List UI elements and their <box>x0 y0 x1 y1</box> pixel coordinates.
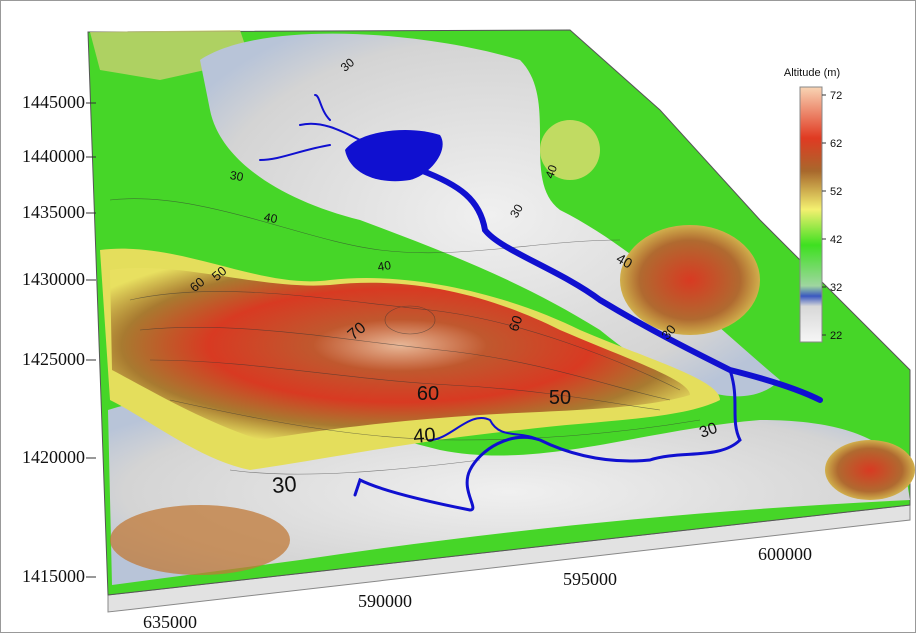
x-axis-label: 590000 <box>358 591 412 611</box>
hill <box>825 440 915 500</box>
contour-label: 30 <box>229 168 245 184</box>
legend-tick-label: 62 <box>830 138 842 150</box>
legend-tick-label: 32 <box>830 282 842 294</box>
terrain-map: Altitude (m) 72 62 52 42 32 22 1445000 1440000 1… <box>0 0 916 633</box>
legend-tick-label: 22 <box>830 330 842 342</box>
contour-label: 40 <box>377 258 393 274</box>
y-axis-label: 1440000 <box>22 146 85 166</box>
y-axis-label: 1420000 <box>22 447 85 467</box>
y-axis-label: 1425000 <box>22 349 85 369</box>
x-axis-label: 595000 <box>563 569 617 589</box>
contour-label: 30 <box>271 471 298 498</box>
contour-label: 40 <box>412 424 436 448</box>
contour-label: 40 <box>263 210 279 226</box>
y-axis-label: 1435000 <box>22 202 85 222</box>
colorbar <box>800 87 822 342</box>
y-axis-label: 1445000 <box>22 92 85 112</box>
x-axis-label: 600000 <box>758 544 812 564</box>
legend-tick-label: 52 <box>830 186 842 198</box>
legend-title: Altitude (m) <box>784 67 840 79</box>
contour-label: 50 <box>549 387 571 409</box>
legend-tick-label: 42 <box>830 234 842 246</box>
legend-tick-label: 72 <box>830 90 842 102</box>
contour-label: 60 <box>417 383 439 405</box>
x-axis-label: 635000 <box>143 612 197 632</box>
hill <box>620 225 760 335</box>
y-axis-label: 1415000 <box>22 566 85 586</box>
y-axis-label: 1430000 <box>22 269 85 289</box>
hill <box>110 505 290 575</box>
